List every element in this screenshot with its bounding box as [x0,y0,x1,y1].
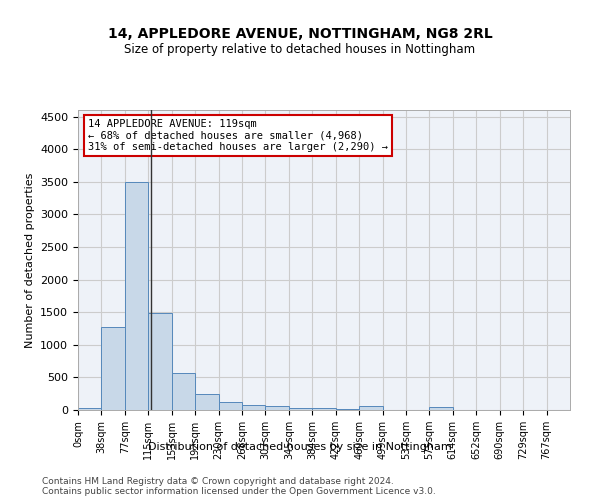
Text: 14, APPLEDORE AVENUE, NOTTINGHAM, NG8 2RL: 14, APPLEDORE AVENUE, NOTTINGHAM, NG8 2R… [107,28,493,42]
Bar [359,406,383,410]
Bar [289,408,312,410]
Bar [172,372,195,410]
Bar [265,406,289,410]
Text: Contains HM Land Registry data © Crown copyright and database right 2024.: Contains HM Land Registry data © Crown c… [42,478,394,486]
Bar [218,402,242,410]
Bar [430,406,453,410]
Y-axis label: Number of detached properties: Number of detached properties [25,172,35,348]
Bar [195,394,218,410]
Bar [78,408,101,410]
Bar [242,405,265,410]
Bar [101,326,125,410]
Text: Contains public sector information licensed under the Open Government Licence v3: Contains public sector information licen… [42,488,436,496]
Bar [125,182,148,410]
Text: Size of property relative to detached houses in Nottingham: Size of property relative to detached ho… [124,42,476,56]
Text: Distribution of detached houses by size in Nottingham: Distribution of detached houses by size … [148,442,452,452]
Text: 14 APPLEDORE AVENUE: 119sqm
← 68% of detached houses are smaller (4,968)
31% of : 14 APPLEDORE AVENUE: 119sqm ← 68% of det… [88,119,388,152]
Bar [312,408,336,410]
Bar [148,314,172,410]
Bar [336,408,359,410]
